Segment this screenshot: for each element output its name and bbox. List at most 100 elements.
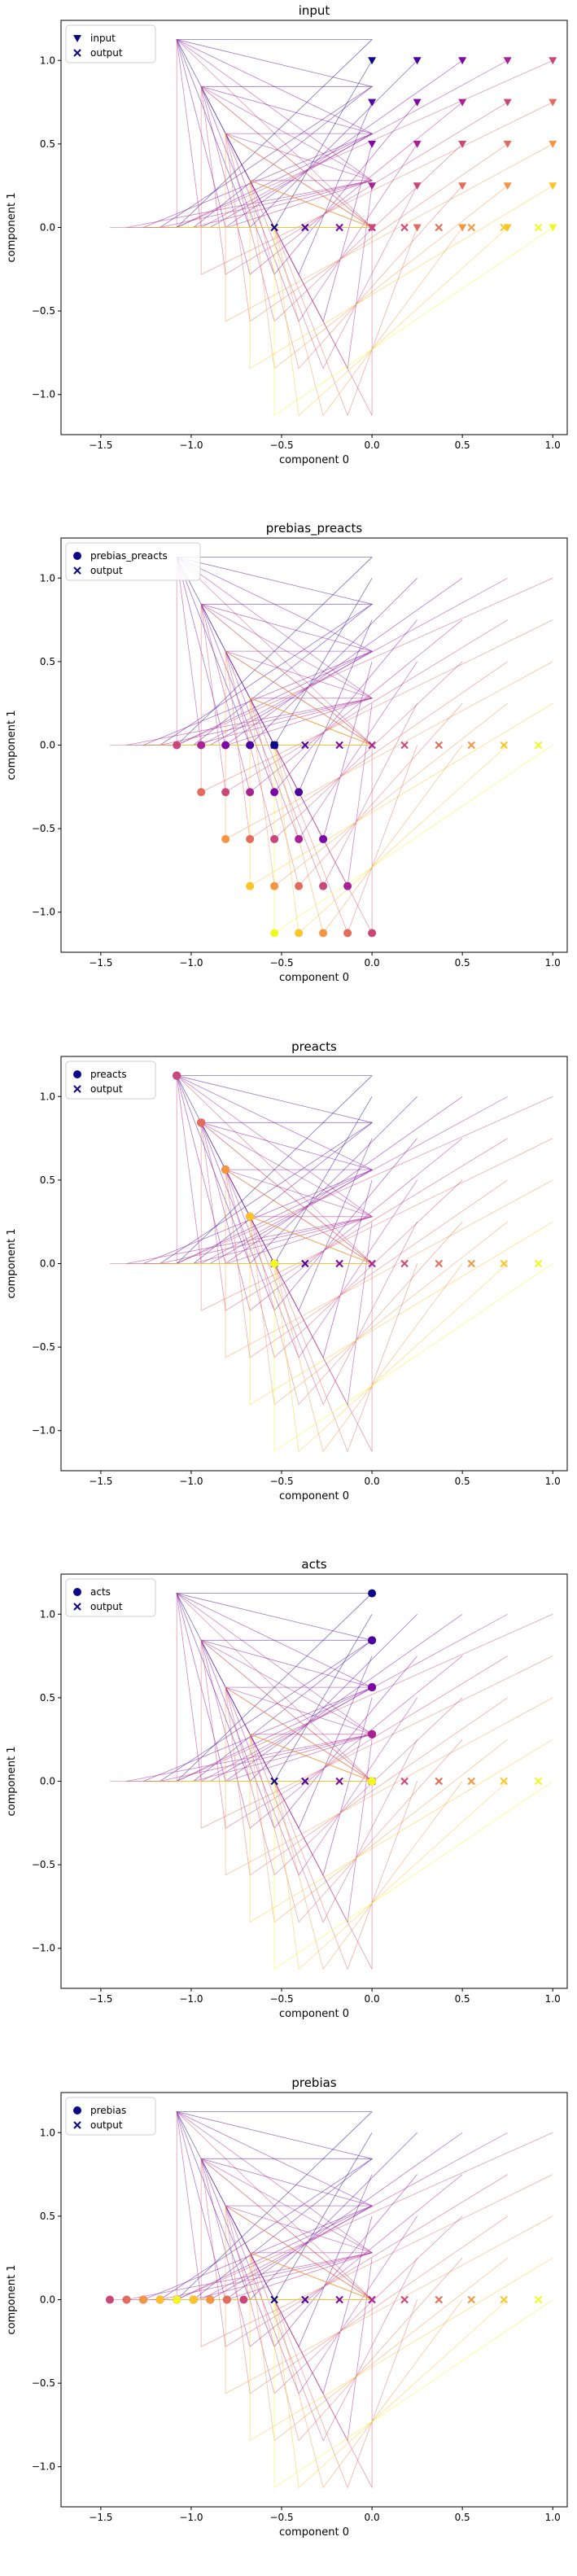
x-tick-label: −0.5	[269, 957, 293, 969]
y-tick-label: 0.0	[40, 222, 55, 234]
prebias_preacts-point	[246, 741, 255, 750]
legend-box	[65, 24, 156, 63]
prebias-point	[139, 2295, 148, 2304]
input-point	[458, 98, 467, 107]
output-point	[467, 2295, 475, 2304]
prebias_preacts-point	[319, 881, 328, 890]
y-tick-label: −0.5	[32, 305, 55, 317]
prebias_preacts-point	[295, 788, 304, 797]
input-point	[503, 57, 512, 65]
legend-label: output	[90, 1083, 123, 1095]
y-tick-label: 0.5	[40, 1174, 55, 1186]
prebias_preacts-point	[197, 741, 206, 750]
output-x-b	[467, 1777, 475, 1786]
legend: preacts output	[65, 1061, 156, 1100]
plot-area	[110, 1589, 553, 1970]
x-tick-label: 0.5	[455, 1476, 470, 1487]
output-point	[400, 223, 409, 232]
trajectory-line	[126, 1781, 417, 1970]
input-point	[413, 57, 422, 65]
output-x-b	[400, 741, 409, 750]
x-axis-label: component 0	[279, 454, 349, 466]
output-x-b	[467, 1259, 475, 1268]
output-x-b	[270, 223, 278, 232]
output-point	[435, 1259, 443, 1268]
input-point	[549, 224, 557, 232]
legend-box	[65, 542, 201, 581]
legend-marker-circle	[73, 1070, 81, 1078]
trajectory-line	[160, 1734, 463, 1923]
input-point	[368, 140, 377, 148]
preacts-point	[173, 1071, 181, 1080]
legend-label: output	[90, 565, 123, 576]
chart-title: prebias	[291, 2075, 336, 2090]
input-point	[368, 57, 377, 65]
output-point	[301, 741, 309, 750]
x-tick-label: −1.5	[89, 1476, 112, 1487]
x-tick-label: −1.0	[179, 1476, 203, 1487]
legend-label: preacts	[90, 1069, 127, 1080]
output-point	[435, 223, 443, 232]
output-point	[467, 741, 475, 750]
prebias-point	[155, 2295, 164, 2304]
x-tick-label: −0.5	[269, 1476, 293, 1487]
x-axis-label: component 0	[279, 2526, 349, 2539]
chart-title: preacts	[291, 1039, 337, 1054]
output-point	[335, 223, 343, 232]
output-point	[400, 2295, 409, 2304]
y-tick-label: −0.5	[32, 2377, 55, 2389]
prebias_preacts-point	[319, 929, 328, 938]
y-tick-label: −1.0	[32, 907, 55, 918]
trajectory-line	[177, 1781, 553, 1970]
chart-panel-acts: acts −1.5 −1.0 −0.5 0.0 0.5 1.0 −1.0 −0.5 0.0 0.5 1…	[6, 1557, 568, 2020]
legend-marker-circle	[73, 1588, 81, 1596]
output-x-b	[368, 741, 376, 750]
x-tick-label: 0.5	[455, 957, 470, 969]
x-tick-label: −1.5	[89, 957, 112, 969]
acts-point	[368, 1777, 377, 1786]
output-point	[534, 1259, 543, 1268]
x-axis-label: component 0	[279, 2008, 349, 2020]
trajectory-line	[110, 2299, 373, 2488]
prebias_preacts-point	[343, 881, 352, 890]
chart-panel-preacts: preacts −1.5 −1.0 −0.5 0.0 0.5 1.0 −1.0 −0.5 0.0 0…	[6, 1039, 568, 1502]
output-point	[335, 1777, 343, 1786]
prebias_preacts-point	[246, 788, 255, 797]
input-point	[368, 182, 377, 190]
input-point	[549, 182, 557, 190]
prebias-point	[239, 2295, 248, 2304]
trajectory-line	[143, 1263, 463, 1453]
output-x-b	[467, 741, 475, 750]
x-tick-label: 1.0	[545, 1993, 561, 2005]
x-tick-label: 0.0	[365, 2512, 380, 2523]
legend-marker-x-b	[73, 49, 81, 57]
legend-label: acts	[90, 1586, 111, 1598]
output-x-b	[467, 2295, 475, 2304]
prebias_preacts-point	[246, 834, 255, 843]
legend-label: output	[90, 1601, 123, 1612]
chart-title: acts	[301, 1557, 326, 1572]
x-tick-label: −1.0	[179, 1993, 203, 2005]
trajectory-line	[160, 2299, 508, 2489]
legend-label: output	[90, 47, 123, 59]
y-tick-label: 1.0	[40, 572, 55, 584]
output-point	[467, 223, 475, 232]
y-tick-label: −0.5	[32, 1341, 55, 1353]
y-axis-label: component 1	[6, 193, 18, 263]
y-tick-label: −1.0	[32, 2461, 55, 2473]
trajectory-line	[110, 227, 373, 416]
x-axis-label: component 0	[279, 1490, 349, 1502]
y-tick-label: 1.0	[40, 1091, 55, 1102]
trajectory-line	[143, 745, 463, 934]
output-point	[301, 2295, 309, 2304]
y-tick-label: 0.5	[40, 656, 55, 667]
trajectory-line	[110, 745, 373, 934]
output-point	[368, 1259, 376, 1268]
legend-box	[65, 1061, 156, 1100]
output-x-b	[500, 1259, 508, 1268]
output-point	[368, 741, 376, 750]
input-point	[413, 140, 422, 148]
trajectory-line	[193, 2252, 553, 2442]
output-point	[500, 741, 508, 750]
prebias_preacts-point	[270, 929, 279, 938]
